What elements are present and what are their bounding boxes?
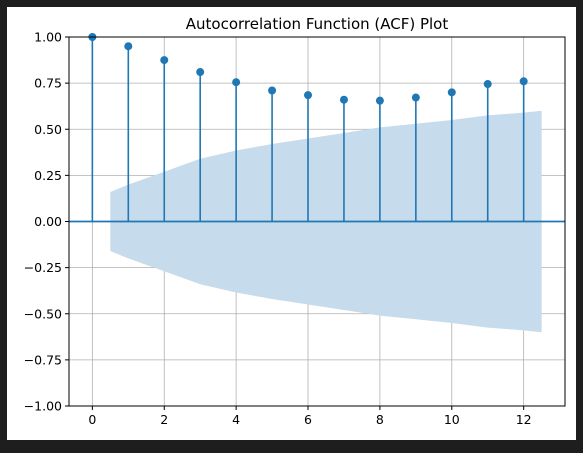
x-tick-label: 6 xyxy=(304,412,312,427)
y-tick-label: 0.75 xyxy=(34,76,62,91)
acf-marker xyxy=(196,68,205,77)
stem-layer xyxy=(88,33,528,222)
y-tick-label: 0.50 xyxy=(34,122,62,137)
acf-marker xyxy=(268,86,277,95)
acf-marker xyxy=(447,88,456,97)
acf-marker xyxy=(124,42,133,51)
chart-title: Autocorrelation Function (ACF) Plot xyxy=(186,15,449,33)
acf-marker xyxy=(375,96,384,105)
y-tick-label: −0.75 xyxy=(24,352,62,367)
acf-marker xyxy=(483,80,492,89)
y-tick-label: −1.00 xyxy=(24,399,62,414)
acf-marker xyxy=(160,56,169,65)
x-tick-label: 4 xyxy=(232,412,240,427)
acf-marker xyxy=(232,78,241,87)
acf-marker xyxy=(519,77,528,86)
axes-layer xyxy=(65,36,566,410)
y-tick-label: 0.25 xyxy=(34,168,62,183)
tick-labels-layer: 0 2 4 6 8 10 12 −1.00 −0.75 −0.50 −0.25 0.00 0.25 0.5… xyxy=(24,30,532,428)
x-tick-label: 0 xyxy=(88,412,96,427)
chart-frame: 0 2 4 6 8 10 12 −1.00 −0.75 −0.50 −0.25 0.00 0.25 0.5… xyxy=(7,7,576,440)
acf-marker xyxy=(304,91,313,100)
acf-marker xyxy=(411,93,420,102)
y-tick-label: 1.00 xyxy=(34,30,62,45)
y-tick-label: −0.50 xyxy=(24,306,62,321)
x-tick-label: 10 xyxy=(444,412,460,427)
y-tick-label: 0.00 xyxy=(34,214,62,229)
acf-chart: 0 2 4 6 8 10 12 −1.00 −0.75 −0.50 −0.25 0.00 0.25 0.5… xyxy=(24,15,566,428)
x-tick-label: 12 xyxy=(516,412,532,427)
acf-marker xyxy=(339,95,348,104)
x-tick-label: 8 xyxy=(376,412,384,427)
x-tick-label: 2 xyxy=(160,412,168,427)
y-tick-label: −0.25 xyxy=(24,260,62,275)
